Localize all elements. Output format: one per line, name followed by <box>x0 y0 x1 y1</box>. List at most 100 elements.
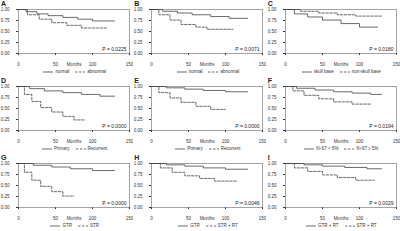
svg-text:0.75: 0.75 <box>267 172 276 177</box>
svg-text:1.00: 1.00 <box>267 84 276 89</box>
svg-text:Months: Months <box>67 62 83 67</box>
svg-text:0.00: 0.00 <box>267 128 276 133</box>
svg-text:P = 0.0000: P = 0.0000 <box>236 123 260 129</box>
svg-text:1.00: 1.00 <box>1 161 10 166</box>
svg-text:0.50: 0.50 <box>134 29 143 34</box>
svg-text:100: 100 <box>355 139 363 144</box>
svg-text:150: 150 <box>392 216 399 221</box>
svg-text:1.00: 1.00 <box>1 84 10 89</box>
svg-text:0.00: 0.00 <box>267 205 276 210</box>
svg-text:150: 150 <box>259 139 266 144</box>
svg-text:1.00: 1.00 <box>267 161 276 166</box>
svg-text:50: 50 <box>186 62 192 67</box>
svg-text:100: 100 <box>222 216 230 221</box>
svg-text:0.75: 0.75 <box>267 95 276 100</box>
svg-text:0.25: 0.25 <box>134 40 143 45</box>
svg-text:50: 50 <box>53 139 59 144</box>
svg-text:0.50: 0.50 <box>1 183 10 188</box>
svg-text:100: 100 <box>222 62 230 67</box>
svg-text:0: 0 <box>17 139 20 144</box>
svg-text:100: 100 <box>89 139 97 144</box>
svg-text:Months: Months <box>333 62 349 67</box>
svg-text:100: 100 <box>355 62 363 67</box>
svg-text:0: 0 <box>17 62 20 67</box>
svg-text:0.75: 0.75 <box>1 18 10 23</box>
svg-text:50: 50 <box>320 139 326 144</box>
svg-text:150: 150 <box>392 62 399 67</box>
svg-text:0.25: 0.25 <box>267 117 276 122</box>
svg-text:150: 150 <box>126 62 133 67</box>
svg-text:P = 0.0000: P = 0.0000 <box>102 200 126 206</box>
svg-text:Months: Months <box>200 62 216 67</box>
svg-text:100: 100 <box>355 216 363 221</box>
svg-text:150: 150 <box>392 139 399 144</box>
svg-text:0: 0 <box>284 216 287 221</box>
svg-text:100: 100 <box>222 139 230 144</box>
svg-text:1.00: 1.00 <box>134 7 143 12</box>
svg-text:0.75: 0.75 <box>1 172 10 177</box>
svg-text:50: 50 <box>186 216 192 221</box>
svg-text:100: 100 <box>89 216 97 221</box>
svg-text:0.25: 0.25 <box>1 40 10 45</box>
svg-text:Months: Months <box>200 139 216 144</box>
svg-text:Months: Months <box>67 216 83 221</box>
svg-text:0.25: 0.25 <box>134 194 143 199</box>
svg-text:1.00: 1.00 <box>1 7 10 12</box>
svg-text:0.00: 0.00 <box>267 51 276 56</box>
svg-text:P = 0.0071: P = 0.0071 <box>236 46 260 52</box>
svg-text:Months: Months <box>67 139 83 144</box>
svg-text:0.50: 0.50 <box>1 29 10 34</box>
svg-text:50: 50 <box>53 62 59 67</box>
svg-text:Months: Months <box>333 216 349 221</box>
svg-text:0.75: 0.75 <box>134 18 143 23</box>
svg-text:0: 0 <box>151 139 154 144</box>
svg-text:Months: Months <box>200 216 216 221</box>
svg-text:0.00: 0.00 <box>134 128 143 133</box>
svg-text:P = 0.0029: P = 0.0029 <box>369 200 393 206</box>
svg-text:0.00: 0.00 <box>134 51 143 56</box>
svg-text:0.50: 0.50 <box>134 106 143 111</box>
svg-text:50: 50 <box>186 139 192 144</box>
svg-text:0.50: 0.50 <box>267 29 276 34</box>
svg-text:P = 0.0194: P = 0.0194 <box>369 123 393 129</box>
svg-text:150: 150 <box>259 62 266 67</box>
svg-text:0: 0 <box>151 62 154 67</box>
svg-text:0.50: 0.50 <box>267 106 276 111</box>
svg-text:1.00: 1.00 <box>267 7 276 12</box>
svg-text:0.25: 0.25 <box>1 117 10 122</box>
svg-text:0.75: 0.75 <box>267 18 276 23</box>
svg-text:P = 0.0000: P = 0.0000 <box>102 123 126 129</box>
svg-text:0: 0 <box>17 216 20 221</box>
svg-text:50: 50 <box>320 216 326 221</box>
svg-text:P = 0.0225: P = 0.0225 <box>102 46 126 52</box>
svg-text:0.50: 0.50 <box>1 106 10 111</box>
svg-text:P = 0.0046: P = 0.0046 <box>236 200 260 206</box>
svg-text:100: 100 <box>89 62 97 67</box>
svg-text:50: 50 <box>320 62 326 67</box>
svg-text:0.25: 0.25 <box>267 40 276 45</box>
svg-text:0.75: 0.75 <box>134 172 143 177</box>
svg-text:0.75: 0.75 <box>1 95 10 100</box>
svg-text:0.00: 0.00 <box>134 205 143 210</box>
svg-text:0.00: 0.00 <box>1 205 10 210</box>
svg-text:0.25: 0.25 <box>1 194 10 199</box>
svg-text:50: 50 <box>53 216 59 221</box>
svg-text:1.00: 1.00 <box>134 84 143 89</box>
svg-text:P = 0.0180: P = 0.0180 <box>369 46 393 52</box>
svg-text:0.50: 0.50 <box>267 183 276 188</box>
svg-text:1.00: 1.00 <box>134 161 143 166</box>
svg-text:0.75: 0.75 <box>134 95 143 100</box>
svg-text:0: 0 <box>151 216 154 221</box>
svg-text:0.25: 0.25 <box>134 117 143 122</box>
svg-text:0: 0 <box>284 139 287 144</box>
svg-text:0.00: 0.00 <box>1 51 10 56</box>
svg-text:150: 150 <box>259 216 266 221</box>
svg-text:0.00: 0.00 <box>1 128 10 133</box>
svg-text:0.25: 0.25 <box>267 194 276 199</box>
svg-text:0: 0 <box>284 62 287 67</box>
svg-text:Months: Months <box>333 139 349 144</box>
svg-text:150: 150 <box>126 139 133 144</box>
svg-text:0.50: 0.50 <box>134 183 143 188</box>
svg-text:150: 150 <box>126 216 133 221</box>
html-text:A: A <box>1 0 7 7</box>
